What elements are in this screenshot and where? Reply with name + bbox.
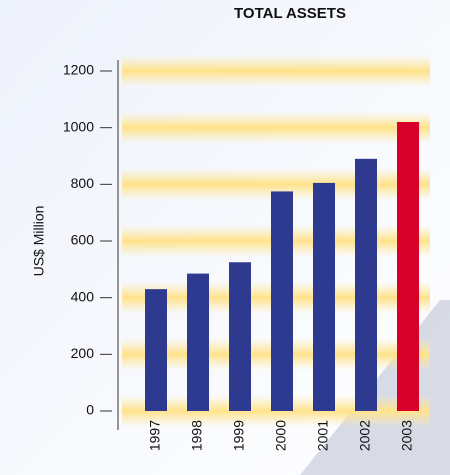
y-tick-label: 600 — [71, 232, 95, 248]
y-tick-label: 1000 — [63, 118, 94, 134]
y-tick-label: 400 — [71, 288, 95, 304]
bar — [229, 262, 251, 411]
y-tick-label: 800 — [71, 175, 95, 191]
y-tick-label: 1200 — [63, 62, 94, 78]
x-tick-label: 1997 — [147, 420, 163, 451]
x-tick-label: 1999 — [231, 420, 247, 451]
y-axis-label: US$ Million — [31, 206, 47, 277]
grid-band — [122, 111, 430, 144]
bar — [271, 191, 293, 411]
grid-band — [122, 55, 430, 87]
bar — [145, 289, 167, 411]
x-tick-label: 2003 — [399, 420, 415, 451]
bar — [313, 182, 335, 411]
y-tick-label: 200 — [71, 345, 95, 361]
bar — [187, 273, 209, 411]
bar — [397, 122, 419, 411]
x-tick-label: 2000 — [273, 420, 289, 451]
chart-title: TOTAL ASSETS — [234, 5, 346, 22]
x-tick-label: 1998 — [189, 420, 205, 451]
x-tick-label: 2002 — [357, 420, 373, 451]
y-tick-label: 0 — [86, 402, 94, 418]
bar — [355, 158, 377, 411]
x-tick-label: 2001 — [315, 420, 331, 451]
